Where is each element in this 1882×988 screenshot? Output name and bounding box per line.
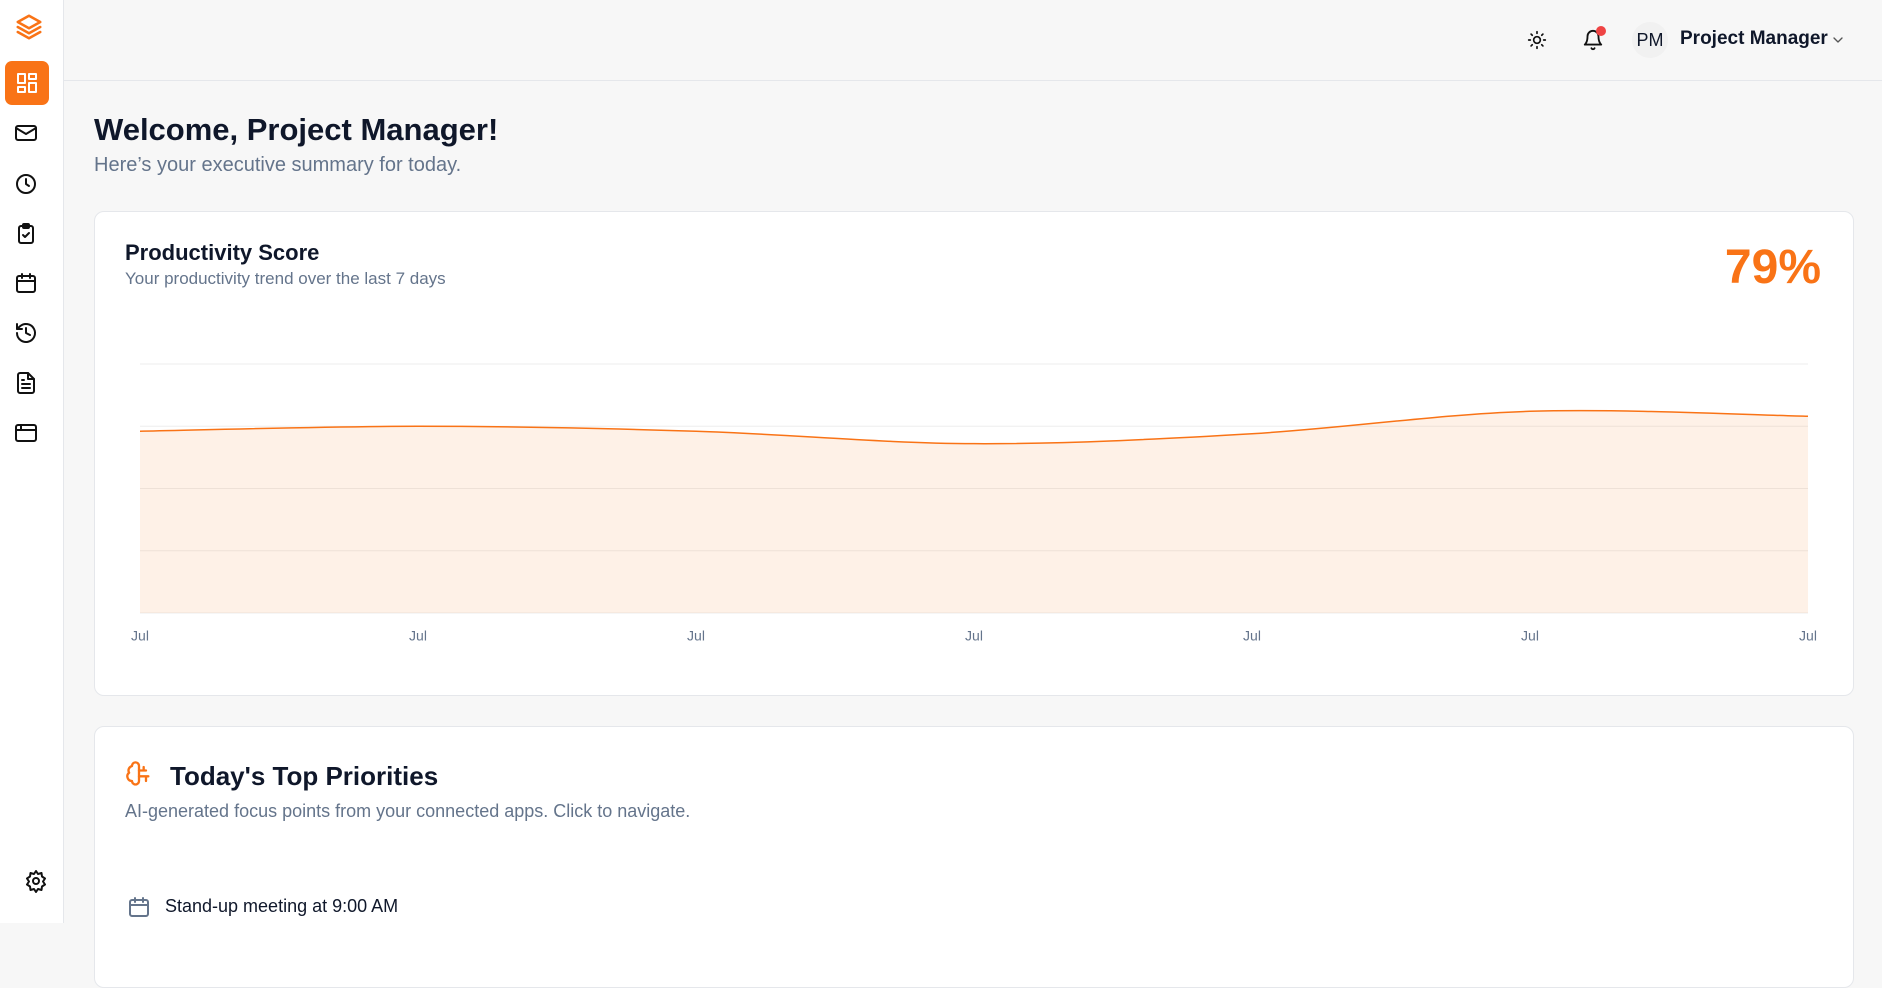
- theme-toggle[interactable]: [1527, 30, 1547, 50]
- x-tick-label: Jul: [687, 628, 705, 644]
- notification-dot: [1596, 26, 1606, 36]
- nav-mail[interactable]: [14, 121, 38, 145]
- calendar-icon: [129, 897, 149, 917]
- welcome-subtitle: Here’s your executive summary for today.: [94, 154, 462, 176]
- nav-dashboard[interactable]: [5, 61, 49, 105]
- nav-history[interactable]: [14, 321, 38, 345]
- avatar[interactable]: PM: [1632, 22, 1668, 58]
- logo[interactable]: [14, 12, 44, 42]
- x-tick-label: Jul: [1799, 628, 1817, 644]
- productivity-chart: Jul Jul Jul Jul Jul Jul Jul: [131, 363, 1817, 644]
- card-subtitle: Your productivity trend over the last 7 …: [125, 269, 446, 288]
- area-line: [139, 409, 1809, 445]
- x-tick-label: Jul: [1243, 628, 1261, 644]
- productivity-card: Productivity Score Your productivity tre…: [94, 211, 1854, 696]
- productivity-score: 79%: [1724, 241, 1821, 294]
- x-tick-label: Jul: [131, 628, 149, 644]
- welcome-title: Welcome, Project Manager!: [94, 112, 499, 147]
- dashboard-icon: [17, 73, 37, 93]
- priority-item[interactable]: Stand-up meeting at 9:00 AM: [165, 896, 399, 916]
- brain-icon: [126, 761, 150, 786]
- notifications[interactable]: [1582, 29, 1604, 51]
- priorities-title: Today's Top Priorities: [170, 761, 439, 791]
- card-title: Productivity Score: [125, 240, 320, 265]
- priorities-subtitle: AI-generated focus points from your conn…: [125, 801, 691, 821]
- nav-tasks[interactable]: [14, 222, 38, 246]
- x-tick-label: Jul: [1521, 628, 1539, 644]
- sidebar: [0, 0, 64, 923]
- nav-documents[interactable]: [14, 371, 38, 395]
- nav-clock[interactable]: [14, 172, 38, 196]
- x-tick-label: Jul: [409, 628, 427, 644]
- area-fill: [140, 410, 1808, 613]
- nav-settings[interactable]: [24, 869, 48, 893]
- nav-calendar[interactable]: [14, 271, 38, 295]
- user-name[interactable]: Project Manager: [1680, 28, 1828, 49]
- topbar: PM Project Manager: [64, 0, 1882, 81]
- x-tick-label: Jul: [965, 628, 983, 644]
- user-menu-chevron[interactable]: [1830, 32, 1846, 48]
- nav-browser[interactable]: [14, 421, 38, 445]
